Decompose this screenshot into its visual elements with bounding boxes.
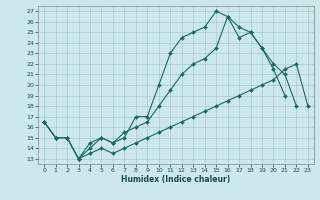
X-axis label: Humidex (Indice chaleur): Humidex (Indice chaleur): [121, 175, 231, 184]
